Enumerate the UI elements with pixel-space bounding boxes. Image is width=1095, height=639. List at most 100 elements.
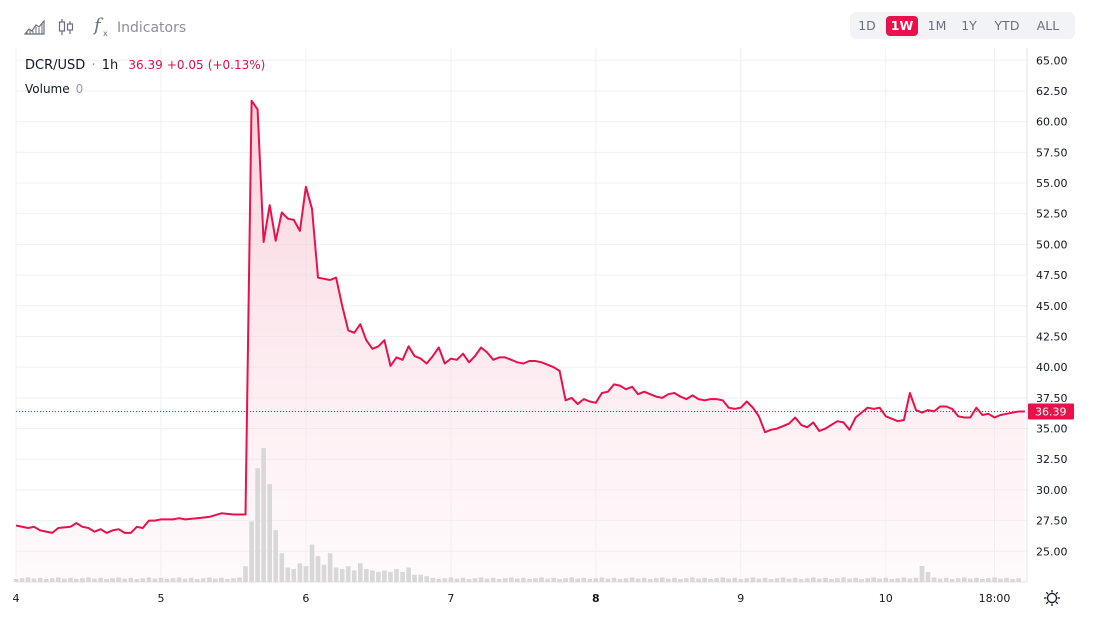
y-tick-label: 42.50 bbox=[1036, 330, 1068, 343]
range-button-ytd[interactable]: YTD bbox=[994, 18, 1020, 33]
volume-bar bbox=[774, 578, 780, 582]
y-tick-label: 35.00 bbox=[1036, 423, 1068, 436]
gear-icon[interactable] bbox=[1044, 590, 1060, 606]
legend-separator: · bbox=[91, 58, 96, 73]
y-tick-label: 55.00 bbox=[1036, 177, 1068, 190]
volume-bar bbox=[804, 578, 810, 582]
area-chart-icon[interactable] bbox=[23, 18, 46, 40]
volume-bar bbox=[732, 577, 738, 582]
volume-bar bbox=[726, 578, 731, 582]
volume-bar bbox=[454, 578, 460, 582]
last-price: 36.39 bbox=[128, 58, 163, 72]
range-button-1y[interactable]: 1Y bbox=[961, 18, 977, 33]
volume-bar bbox=[200, 578, 206, 582]
volume-bar bbox=[684, 578, 689, 582]
volume-bar bbox=[762, 577, 768, 582]
y-tick-label: 57.50 bbox=[1036, 146, 1068, 159]
volume-bar bbox=[98, 577, 103, 582]
y-tick-label: 47.50 bbox=[1036, 269, 1068, 282]
volume-bar bbox=[478, 577, 484, 582]
volume-bar bbox=[509, 577, 514, 582]
y-tick-label: 40.00 bbox=[1036, 361, 1068, 374]
volume-bar bbox=[792, 577, 798, 582]
volume-bar bbox=[599, 577, 605, 582]
y-tick-label: 50.00 bbox=[1036, 238, 1068, 251]
volume-bar bbox=[593, 578, 599, 582]
volume-bar bbox=[527, 579, 532, 582]
volume-bar bbox=[974, 577, 979, 582]
y-tick-label: 27.50 bbox=[1036, 515, 1068, 528]
volume-bar bbox=[883, 577, 889, 582]
volume-bar bbox=[502, 578, 508, 582]
volume-bar bbox=[551, 577, 556, 582]
volume-bar bbox=[575, 578, 580, 582]
volume-bar bbox=[164, 579, 170, 582]
volume-bar bbox=[394, 569, 399, 582]
x-tick-label: 7 bbox=[447, 592, 454, 605]
volume-bar bbox=[370, 570, 375, 582]
volume-bar bbox=[490, 577, 496, 582]
volume-bar bbox=[291, 569, 297, 582]
volume-bar bbox=[231, 578, 236, 582]
last-price-marker: 36.39 bbox=[16, 403, 1074, 420]
volume-bar bbox=[345, 566, 351, 582]
function-fx-icon[interactable]: f x bbox=[92, 15, 112, 43]
volume-bar bbox=[672, 577, 677, 582]
volume-bar bbox=[128, 577, 134, 582]
volume-bar bbox=[780, 577, 786, 582]
time-axis: 4 5 6 7 8 9 10 18:00 bbox=[13, 592, 1011, 605]
volume-bar bbox=[466, 579, 472, 582]
volume-bar bbox=[110, 578, 115, 582]
volume-bar bbox=[768, 579, 774, 582]
volume-bar bbox=[955, 578, 961, 582]
volume-bar bbox=[219, 577, 224, 582]
x-tick-label: 6 bbox=[302, 592, 309, 605]
volume-bar bbox=[315, 556, 321, 582]
range-button-all[interactable]: ALL bbox=[1036, 18, 1060, 33]
x-tick-label: 8 bbox=[592, 592, 600, 605]
volume-bar bbox=[859, 579, 864, 582]
volume-bar bbox=[660, 577, 665, 582]
y-tick-label: 65.00 bbox=[1036, 54, 1068, 67]
volume-bar bbox=[1016, 578, 1021, 582]
volume-bar bbox=[19, 578, 25, 582]
volume-bar bbox=[170, 578, 176, 582]
volume-bar bbox=[104, 579, 109, 582]
y-tick-label: 37.50 bbox=[1036, 392, 1068, 405]
candlestick-icon[interactable] bbox=[58, 18, 74, 40]
volume-bar bbox=[351, 570, 357, 582]
volume-bar bbox=[533, 578, 538, 582]
volume-bar bbox=[436, 579, 442, 582]
price-axis: 25.00 27.50 30.00 32.50 35.00 37.50 40.00 42.50… bbox=[1036, 54, 1068, 558]
range-button-1m[interactable]: 1M bbox=[927, 18, 947, 33]
volume-bar bbox=[309, 544, 315, 582]
volume-bar bbox=[635, 578, 641, 582]
volume-bar bbox=[581, 577, 587, 582]
y-tick-label: 45.00 bbox=[1036, 300, 1068, 313]
symbol-label: DCR/USD bbox=[25, 58, 86, 73]
volume-bar bbox=[937, 578, 943, 582]
volume-bar bbox=[448, 577, 454, 582]
volume-bar bbox=[472, 578, 478, 582]
range-button-1d[interactable]: 1D bbox=[858, 18, 876, 33]
volume-value: 0 bbox=[75, 82, 84, 96]
indicators-button[interactable]: Indicators bbox=[117, 20, 187, 36]
volume-bar bbox=[605, 578, 611, 582]
volume-bar bbox=[213, 578, 218, 582]
y-tick-label: 30.00 bbox=[1036, 484, 1068, 497]
volume-bar bbox=[611, 577, 617, 582]
volume-bar bbox=[74, 579, 79, 582]
volume-bar bbox=[243, 566, 248, 582]
volume-bar bbox=[943, 577, 949, 582]
price-area-fill bbox=[16, 100, 1025, 583]
range-button-1w[interactable]: 1W bbox=[886, 16, 918, 36]
svg-text:x: x bbox=[103, 29, 108, 38]
volume-bar bbox=[871, 577, 876, 582]
volume-bar bbox=[515, 578, 520, 582]
volume-bar bbox=[376, 571, 381, 582]
volume-bar bbox=[587, 579, 593, 582]
volume-bar bbox=[931, 577, 937, 582]
last-price-tag bbox=[1028, 403, 1074, 420]
volume-bar bbox=[895, 578, 901, 582]
